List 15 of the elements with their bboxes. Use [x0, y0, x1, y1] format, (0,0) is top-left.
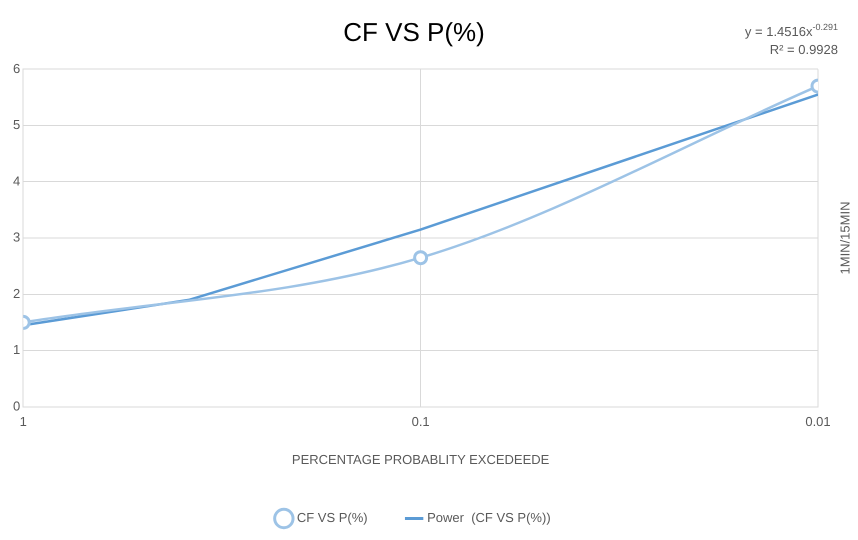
y-tick-label: 3: [12, 230, 20, 245]
x-axis-title: PERCENTAGE PROBABLITY EXCEDEEDE: [292, 452, 550, 467]
legend-label: Power (CF VS P(%)): [427, 510, 551, 526]
y-tick-label: 1: [12, 342, 20, 358]
y-tick-label: 6: [12, 60, 20, 76]
x-tick-label: 0.1: [412, 414, 430, 430]
y-tick-label: 0: [12, 398, 20, 414]
y-axis-title: 1MIN/15MIN: [838, 202, 853, 274]
y-tick-label: 5: [12, 117, 20, 132]
y-tick-label: 2: [12, 286, 20, 301]
chart-title: CF VS P(%): [343, 16, 485, 47]
x-tick-label: 0.01: [805, 414, 831, 430]
text: R² = 0.9928: [770, 42, 838, 57]
y-tick-label: 4: [12, 173, 20, 188]
legend-label: CF VS P(%): [296, 510, 368, 526]
